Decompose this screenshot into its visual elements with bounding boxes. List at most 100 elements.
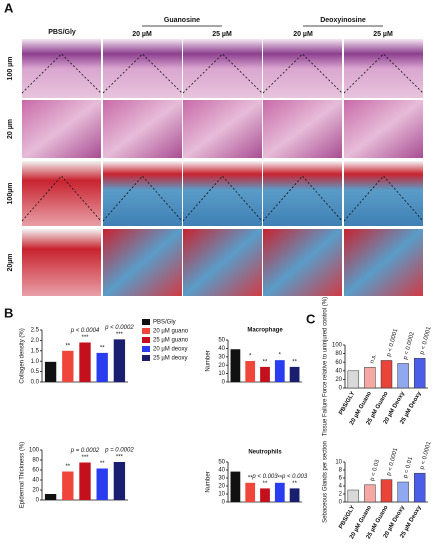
p-value: p = 0.0002 [104, 448, 134, 454]
histology-image [263, 100, 342, 158]
p-value: p < 0.0001 [386, 328, 399, 358]
bar [397, 481, 409, 503]
row-scale-label: 20 µm [7, 119, 14, 139]
y-tick-label: 100 [332, 343, 343, 349]
significance: *** [116, 332, 124, 338]
y-tick-label: 30 [218, 354, 225, 360]
histology-image [103, 229, 182, 296]
y-tick-label: 0 [339, 386, 343, 392]
p-value: p < 0.0001 [419, 440, 432, 470]
charts: PBS/Gly 20 µM guano 25 µM guano 20 µM deoxy… [20, 297, 433, 540]
y-axis-label: Sebaceous Glands per section [323, 441, 329, 523]
bar [289, 366, 300, 382]
zoom-guide [21, 53, 102, 94]
bar [113, 339, 126, 382]
bar [380, 360, 393, 389]
histology-grid: 100 µm 20 µm 100µm 20µm [7, 39, 424, 296]
legend-label: 25 µM deoxy [153, 356, 187, 362]
histology-image [22, 229, 101, 296]
significance: ** [277, 475, 282, 481]
y-tick-label: 20 [218, 363, 225, 369]
y-tick-label: 1.0 [31, 359, 40, 365]
y-tick-label: 20 [32, 488, 39, 494]
p-value: n.s. [370, 353, 378, 364]
significance: ** [248, 475, 253, 481]
histology-image [263, 229, 342, 296]
legend-swatch [142, 337, 150, 343]
y-tick-label: 40 [218, 346, 225, 352]
y-tick-label: 60 [335, 360, 342, 366]
y-axis-label: Collagen density (%) [20, 328, 26, 383]
y-tick-label: 60 [32, 468, 39, 474]
legend-swatch [142, 319, 150, 325]
bar [364, 367, 376, 389]
y-tick-label: 0 [36, 498, 40, 504]
bar [347, 370, 360, 389]
histology-image [183, 39, 262, 98]
bar [230, 471, 241, 502]
histology-image [344, 161, 423, 226]
y-tick-label: 0 [222, 500, 226, 506]
significance: *** [81, 455, 89, 461]
significance: ** [65, 343, 70, 349]
significance: ** [292, 359, 297, 365]
p-value: p < 0.0004 [70, 328, 100, 334]
y-axis-label: Number [206, 350, 212, 371]
histology-image [263, 161, 342, 226]
histology-image [22, 100, 101, 158]
y-tick-label: 20 [218, 484, 225, 490]
column-header: Deoxyinosine [320, 17, 366, 24]
dose-header: 20 µM [293, 31, 313, 38]
panel-label: A [4, 0, 14, 15]
bar [96, 468, 108, 500]
significance: * [279, 353, 282, 359]
bar [79, 342, 91, 382]
bar [44, 361, 57, 382]
panel-label: B [4, 305, 13, 320]
legend-swatch [142, 355, 150, 361]
dose-header: 25 µM [373, 31, 393, 38]
histology-image [183, 229, 262, 296]
legend-label: PBS/Gly [153, 320, 176, 326]
bar [413, 358, 426, 389]
column-header: Guanosine [164, 17, 200, 24]
p-value: p < 0.003 [251, 474, 278, 480]
significance: *** [81, 335, 89, 341]
y-tick-label: 10 [218, 492, 225, 498]
significance: ** [100, 461, 105, 467]
histology-image [263, 39, 342, 98]
p-value: p < 0.003 [281, 474, 308, 480]
row-scale-label: 100µm [7, 183, 14, 205]
bar [289, 488, 300, 502]
y-tick-label: 80 [335, 351, 342, 357]
dose-header: 20 µM [132, 31, 152, 38]
zoom-guide [262, 53, 343, 94]
x-tick-label: PBS/GLY [338, 391, 356, 416]
zoom-guide [102, 53, 183, 94]
y-tick-label: 100 [29, 448, 40, 454]
bar [230, 349, 241, 382]
zoom-guide [343, 53, 424, 94]
y-tick-label: 2 [339, 492, 343, 498]
histology-image [103, 161, 182, 226]
y-tick-label: 10 [218, 371, 225, 377]
histology-image [103, 39, 182, 98]
bar [413, 472, 426, 503]
histology-image [22, 161, 101, 226]
y-tick-label: 2.0 [31, 338, 40, 344]
significance: *** [116, 455, 124, 461]
y-tick-label: 20 [335, 377, 342, 383]
bar [245, 482, 256, 502]
y-tick-label: 1.5 [31, 348, 40, 354]
y-axis-label: Epidermal Thickness (%) [20, 442, 26, 509]
histology-image [344, 39, 423, 98]
row-scale-label: 100 µm [7, 57, 14, 81]
bar [274, 482, 285, 502]
y-tick-label: 0 [339, 500, 343, 506]
significance: * [249, 354, 252, 360]
histology-image [103, 100, 182, 158]
bar [274, 360, 285, 382]
bar [347, 489, 360, 503]
significance: ** [65, 464, 70, 470]
y-tick-label: 40 [218, 468, 225, 474]
